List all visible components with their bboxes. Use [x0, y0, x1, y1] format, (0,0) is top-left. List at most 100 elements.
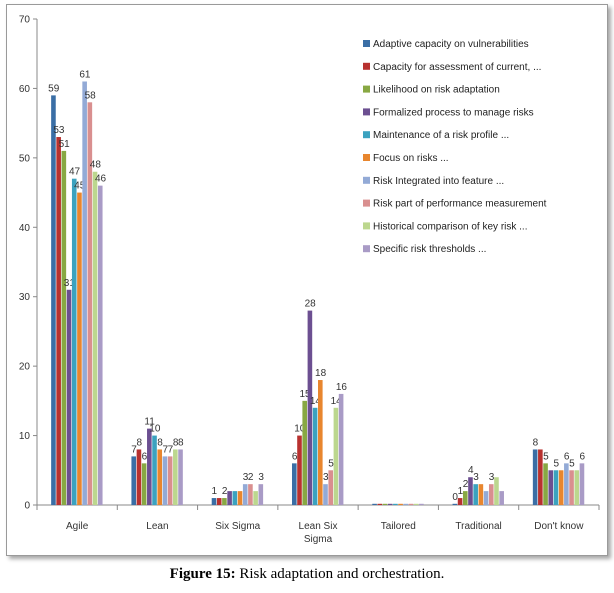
- bar: [227, 491, 232, 505]
- legend-label: Maintenance of a risk profile ...: [373, 130, 509, 141]
- bar: [157, 449, 163, 505]
- data-label: 2: [463, 479, 469, 490]
- legend-label: Likelihood on risk adaptation: [373, 85, 500, 96]
- bar: [97, 185, 103, 505]
- bar: [178, 449, 183, 505]
- bar: [372, 503, 377, 505]
- risk-adaptation-chart: 01020304050607059535131474561584846Agile…: [19, 15, 600, 545]
- bar: [564, 463, 569, 505]
- legend-swatch: [363, 40, 370, 47]
- data-label: 28: [305, 299, 317, 310]
- data-label: 3: [243, 472, 249, 483]
- bar: [548, 470, 554, 505]
- data-label: 48: [90, 160, 102, 171]
- figure-caption: Figure 15: Risk adaptation and orchestra…: [0, 566, 614, 583]
- bar: [333, 407, 339, 505]
- bar: [569, 470, 574, 505]
- bar: [393, 503, 398, 505]
- data-label: 5: [328, 458, 334, 469]
- legend-label: Historical comparison of key risk ...: [373, 221, 528, 232]
- category-label: Traditional: [455, 521, 501, 532]
- bar: [468, 477, 473, 505]
- bar: [558, 470, 564, 505]
- legend-label: Specific risk thresholds ...: [373, 244, 486, 255]
- bar: [452, 503, 458, 505]
- bar: [328, 470, 333, 505]
- bar: [419, 503, 424, 505]
- bar: [408, 503, 414, 505]
- bar: [232, 491, 238, 505]
- data-label: 8: [533, 437, 539, 448]
- bar: [553, 470, 559, 505]
- category-label: Lean: [146, 521, 168, 532]
- bar: [488, 484, 494, 505]
- data-label: 61: [79, 69, 91, 80]
- data-label: 8: [157, 437, 163, 448]
- bar: [216, 498, 222, 505]
- data-label: 14: [331, 396, 343, 407]
- bar: [92, 171, 98, 505]
- y-tick-label: 10: [19, 431, 31, 442]
- data-label: 3: [258, 472, 264, 483]
- legend-swatch: [363, 85, 370, 93]
- data-label: 7: [131, 444, 137, 455]
- category-label: Sigma: [304, 534, 333, 545]
- bar: [307, 310, 313, 505]
- legend-label: Formalized process to manage risks: [373, 107, 534, 118]
- bar: [387, 503, 393, 505]
- bar: [574, 470, 580, 505]
- y-tick-label: 70: [19, 15, 31, 26]
- y-tick-label: 0: [24, 501, 30, 512]
- bar: [131, 456, 137, 505]
- legend-label: Risk Integrated into feature ...: [373, 176, 504, 187]
- bar: [398, 503, 403, 505]
- bar: [579, 463, 585, 505]
- y-tick-label: 40: [19, 223, 31, 234]
- category-label: Agile: [66, 521, 89, 532]
- data-label: 10: [294, 424, 306, 435]
- bar: [248, 484, 253, 505]
- bar: [473, 484, 478, 505]
- data-label: 8: [178, 437, 184, 448]
- data-label: 1: [212, 486, 218, 497]
- caption-text: Risk adaptation and orchestration.: [235, 566, 445, 582]
- data-label: 14: [310, 396, 322, 407]
- data-label: 58: [85, 90, 97, 101]
- bar: [302, 400, 307, 505]
- bar: [543, 463, 548, 505]
- bar: [253, 491, 258, 505]
- data-label: 53: [53, 125, 65, 136]
- bar: [82, 81, 87, 505]
- legend-label: Capacity for assessment of current, ...: [373, 62, 541, 73]
- data-label: 6: [142, 451, 148, 462]
- legend-swatch: [363, 245, 370, 253]
- data-label: 31: [64, 278, 76, 289]
- bar: [162, 456, 168, 505]
- bar: [77, 192, 82, 506]
- category-label: Six Sigma: [215, 521, 260, 532]
- bar: [292, 463, 297, 505]
- bar: [71, 178, 77, 505]
- bar: [211, 498, 217, 505]
- legend-label: Risk part of performance measurement: [373, 199, 547, 210]
- bar: [258, 484, 264, 505]
- data-label: 5: [543, 451, 549, 462]
- bar: [413, 503, 419, 505]
- bar: [499, 491, 504, 505]
- bar: [377, 503, 383, 505]
- data-label: 8: [136, 437, 142, 448]
- bar: [382, 503, 388, 505]
- bar: [338, 393, 344, 505]
- bar: [242, 484, 248, 505]
- bar: [61, 150, 67, 505]
- bar: [478, 484, 484, 505]
- bar: [136, 449, 142, 505]
- data-label: 7: [162, 444, 168, 455]
- data-label: 2: [248, 472, 254, 483]
- data-label: 3: [323, 472, 329, 483]
- bar: [318, 380, 323, 505]
- data-label: 7: [168, 444, 174, 455]
- bar: [222, 498, 227, 505]
- bar: [483, 491, 489, 505]
- bar: [494, 477, 499, 505]
